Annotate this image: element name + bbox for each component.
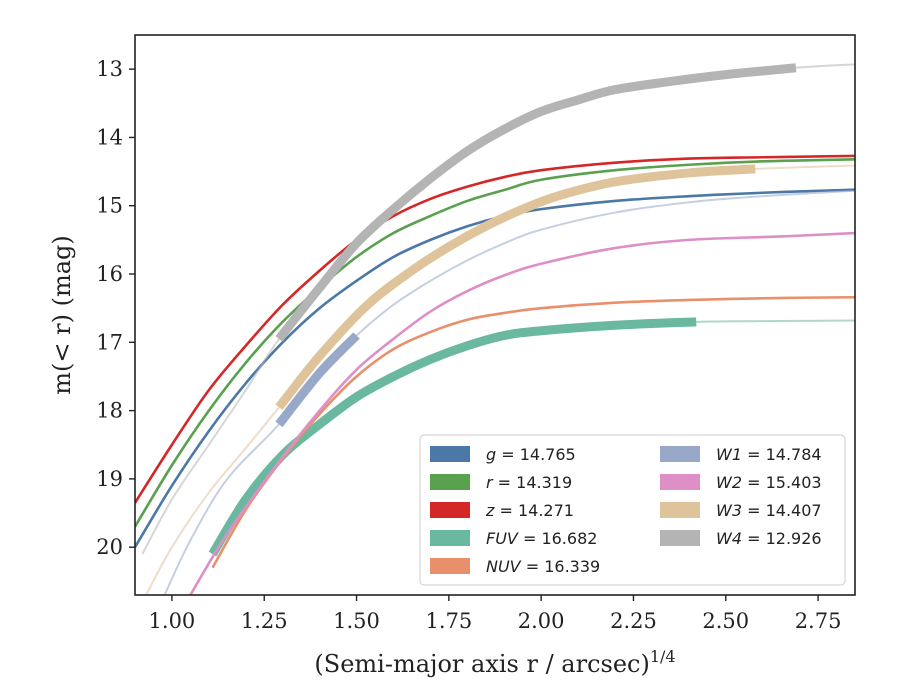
y-tick-label: 14 — [96, 125, 123, 149]
series-line-w4 — [275, 63, 797, 342]
series-line-fuv — [208, 317, 697, 557]
x-axis-label: (Semi-major axis r / arcsec)1/4 — [314, 647, 675, 678]
legend-label-w2: W2 = 15.403 — [716, 473, 822, 492]
legend-frame — [419, 434, 846, 586]
y-tick-label: 18 — [96, 399, 123, 423]
legend-swatch-w1 — [660, 446, 700, 462]
series-line-g — [135, 188, 855, 548]
series-line-w1 — [275, 332, 360, 428]
x-axis-ticks: 1.00 1.25 1.50 1.75 2.00 2.25 2.50 2.75 — [149, 595, 842, 633]
series-line-w1-faint — [163, 189, 855, 595]
legend-swatch-w4 — [660, 530, 700, 546]
legend-label-w3: W3 = 14.407 — [716, 501, 822, 520]
legend-label-w1: W1 = 14.784 — [716, 445, 822, 464]
x-tick-label: 2.00 — [518, 609, 565, 633]
y-tick-label: 16 — [96, 262, 123, 286]
series-line-w2 — [189, 231, 855, 595]
legend-swatch-r — [430, 474, 470, 490]
y-tick-label: 13 — [96, 57, 123, 81]
y-tick-label: 19 — [96, 467, 123, 491]
legend-label-z: z = 14.271 — [485, 501, 574, 520]
legend-label-r: r = 14.319 — [486, 473, 572, 492]
y-axis-ticks: 13 14 15 16 17 18 19 20 — [96, 57, 135, 559]
series-line-r — [135, 157, 855, 528]
legend-label-nuv: NUV = 16.339 — [486, 557, 600, 576]
legend-swatch-g — [430, 446, 470, 462]
x-tick-label: 1.00 — [149, 609, 196, 633]
legend-swatch-fuv — [430, 530, 470, 546]
legend-label-g: g = 14.765 — [486, 445, 576, 464]
series-line-w3 — [275, 164, 756, 410]
legend-swatch-w2 — [660, 474, 700, 490]
y-axis-label: m(< r) (mag) — [48, 235, 76, 394]
series-layer — [135, 63, 855, 595]
x-tick-label: 2.75 — [795, 609, 842, 633]
legend-swatch-z — [430, 502, 470, 518]
x-tick-label: 2.50 — [702, 609, 749, 633]
y-tick-label: 15 — [96, 194, 123, 218]
legend-label-w4: W4 = 12.926 — [716, 529, 822, 548]
y-tick-label: 17 — [96, 330, 123, 354]
legend: g = 14.765 r = 14.319 z = 14.271 FUV = 16.6… — [419, 434, 846, 586]
plot-frame — [134, 34, 856, 596]
series-line-z — [135, 154, 855, 504]
legend-label-fuv: FUV = 16.682 — [486, 529, 597, 548]
x-tick-label: 1.25 — [241, 609, 288, 633]
x-tick-label: 1.75 — [425, 609, 472, 633]
legend-swatch-w3 — [660, 502, 700, 518]
x-tick-label: 2.25 — [610, 609, 657, 633]
legend-swatch-nuv — [430, 558, 470, 574]
x-tick-label: 1.50 — [333, 609, 380, 633]
y-tick-label: 20 — [96, 535, 123, 559]
